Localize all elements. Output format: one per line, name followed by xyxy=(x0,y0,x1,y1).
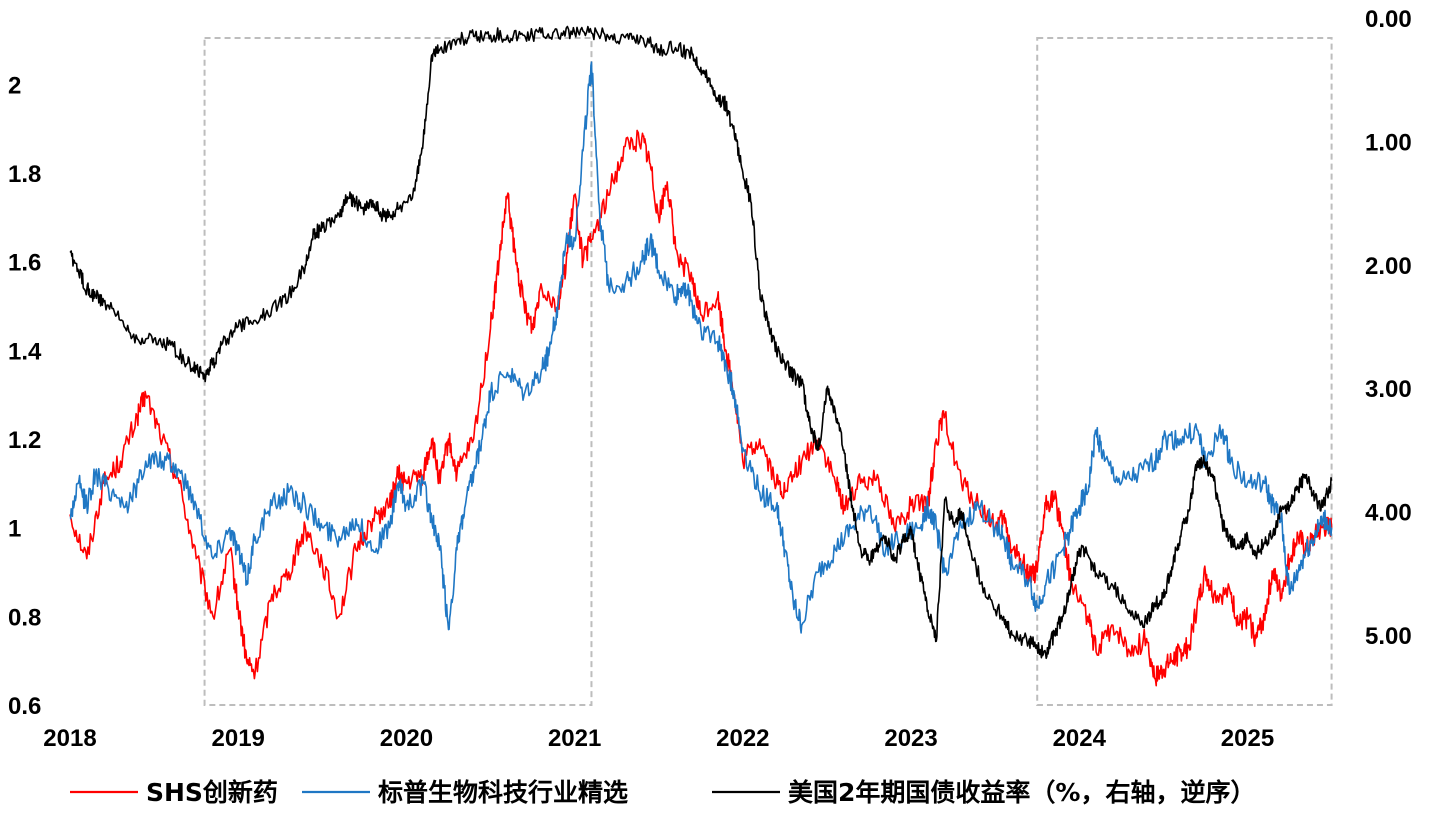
left-tick-label: 1.2 xyxy=(8,427,41,454)
x-tick-label: 2022 xyxy=(716,725,769,752)
left-tick-label: 1.8 xyxy=(8,161,41,188)
highlight-period-2 xyxy=(1036,37,1333,706)
legend-label: SHS创新药 xyxy=(146,778,278,807)
left-tick-label: 1 xyxy=(8,516,21,543)
right-tick-label: 4.00 xyxy=(1365,500,1412,527)
x-axis-ticks: 2018 2019 2020 2021 2022 2023 2024 2025 xyxy=(43,725,1274,752)
right-tick-label: 2.00 xyxy=(1365,253,1412,280)
series-line-3 xyxy=(69,25,1333,660)
series-lines xyxy=(69,25,1333,687)
x-tick-label: 2018 xyxy=(43,725,96,752)
x-tick-label: 2021 xyxy=(548,725,601,752)
x-tick-label: 2025 xyxy=(1221,725,1274,752)
legend-label: 美国2年期国债收益率（%，右轴，逆序） xyxy=(788,778,1255,807)
legend: SHS创新药 标普生物科技行业精选 美国2年期国债收益率（%，右轴，逆序） xyxy=(70,778,1255,807)
highlight-periods xyxy=(203,37,1333,706)
series-line-1 xyxy=(69,129,1333,687)
x-tick-label: 2020 xyxy=(380,725,433,752)
right-tick-label: 5.00 xyxy=(1365,623,1412,650)
left-tick-label: 1.4 xyxy=(8,338,42,365)
right-tick-label: 1.00 xyxy=(1365,129,1412,156)
right-tick-label: 0.00 xyxy=(1365,6,1412,33)
series-line-2 xyxy=(69,61,1333,634)
left-axis-ticks: 0.6 0.8 1 1.2 1.4 1.6 1.8 2 xyxy=(8,72,42,720)
left-tick-label: 1.6 xyxy=(8,250,41,277)
left-tick-label: 0.8 xyxy=(8,604,41,631)
x-tick-label: 2019 xyxy=(212,725,265,752)
left-tick-label: 2 xyxy=(8,72,21,99)
legend-label: 标普生物科技行业精选 xyxy=(378,778,628,807)
right-tick-label: 3.00 xyxy=(1365,376,1412,403)
right-axis-ticks: 0.00 1.00 2.00 3.00 4.00 5.00 xyxy=(1365,6,1412,650)
x-tick-label: 2023 xyxy=(884,725,937,752)
x-tick-label: 2024 xyxy=(1053,725,1107,752)
highlight-period-1 xyxy=(203,37,593,706)
left-tick-label: 0.6 xyxy=(8,693,41,720)
